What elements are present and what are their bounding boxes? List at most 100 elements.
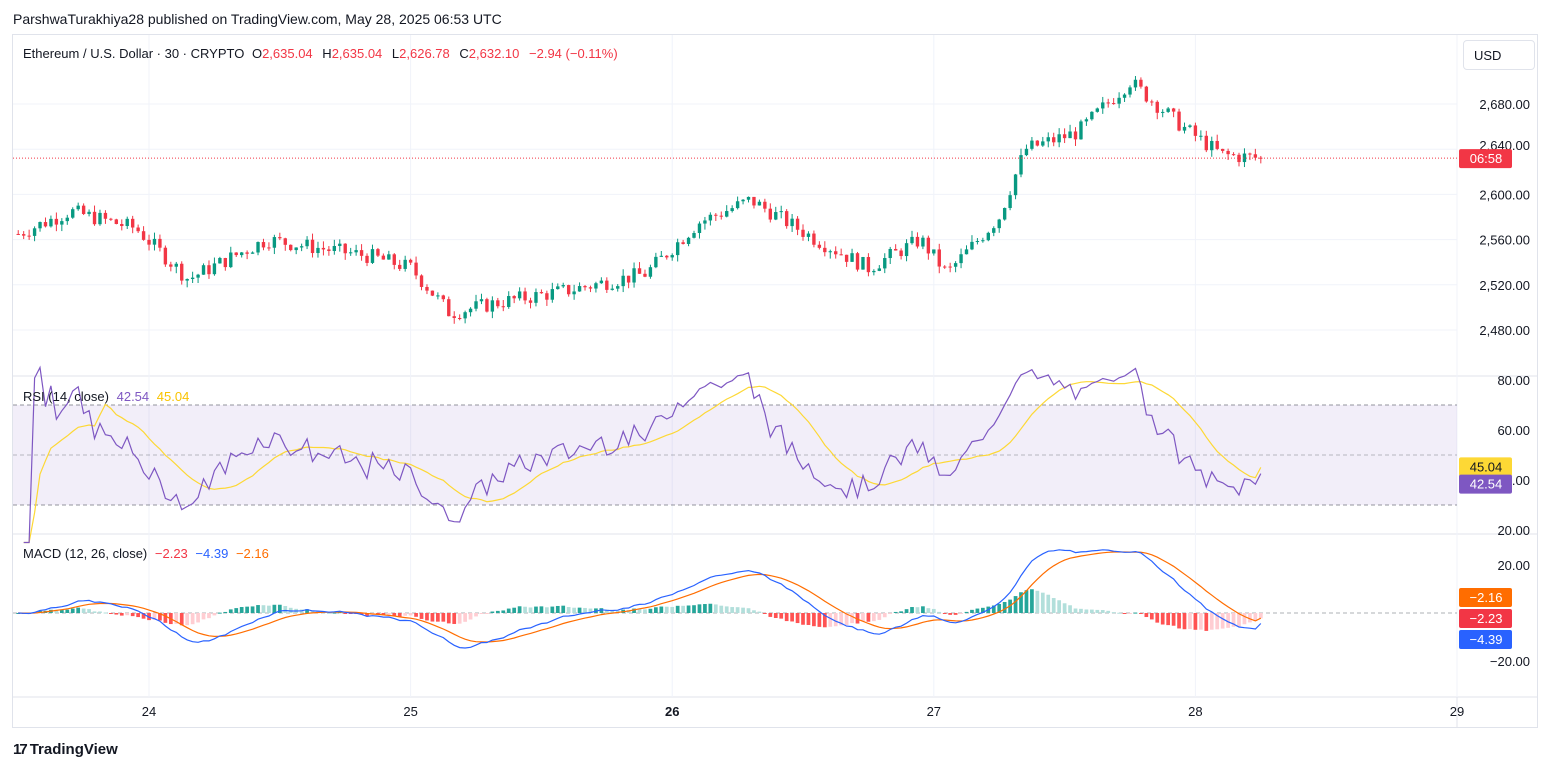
x-tick-label: 28 bbox=[1188, 704, 1202, 719]
candle-body bbox=[343, 243, 347, 254]
candle-body bbox=[1237, 154, 1241, 163]
macd-signal-value: −2.16 bbox=[235, 546, 269, 561]
macd-histogram-bar bbox=[942, 613, 947, 614]
candle-body bbox=[158, 238, 162, 248]
tradingview-logo-text: TradingView bbox=[29, 741, 118, 758]
macd-histogram-bar bbox=[828, 613, 833, 627]
macd-histogram-bar bbox=[425, 613, 429, 621]
macd-histogram-bar bbox=[545, 607, 549, 613]
macd-histogram-bar bbox=[174, 613, 179, 624]
candle-body bbox=[1242, 153, 1247, 163]
candle-body bbox=[267, 247, 271, 249]
macd-histogram-bar bbox=[724, 606, 729, 613]
macd-histogram-bar bbox=[239, 607, 244, 613]
candle-body bbox=[485, 299, 489, 312]
macd-histogram-bar bbox=[212, 613, 217, 616]
macd-histogram-bar bbox=[136, 613, 140, 618]
candle-body bbox=[185, 279, 189, 281]
macd-histogram-bar bbox=[1035, 590, 1040, 613]
candle-body bbox=[1008, 195, 1012, 208]
macd-legend[interactable]: MACD (12, 26, close) −2.23 −4.39 −2.16 bbox=[23, 546, 273, 561]
macd-histogram-bar bbox=[468, 613, 473, 620]
macd-signal-axis-label-badge bbox=[1459, 588, 1512, 607]
macd-histogram-bar bbox=[850, 613, 854, 624]
candle-body bbox=[915, 236, 920, 247]
candle-body bbox=[1193, 125, 1198, 136]
candle-body bbox=[910, 236, 914, 244]
high-label: H2,635.04 bbox=[322, 46, 383, 61]
candle-body bbox=[338, 243, 342, 247]
macd-histogram-bar bbox=[1030, 589, 1034, 613]
macd-histogram-bar bbox=[735, 607, 740, 613]
macd-histogram-bar bbox=[267, 605, 271, 613]
rsi-legend[interactable]: RSI (14, close) 42.54 45.04 bbox=[23, 389, 193, 404]
rsi-ma-axis-label: 45.04 bbox=[1470, 459, 1503, 474]
candle-body bbox=[114, 219, 119, 225]
candle-body bbox=[468, 308, 473, 313]
macd-histogram-bar bbox=[457, 613, 462, 624]
candle-body bbox=[752, 196, 756, 206]
macd-histogram-bar bbox=[179, 613, 184, 626]
macd-histogram-bar bbox=[610, 610, 615, 613]
candle-body bbox=[654, 256, 658, 268]
publish-header: ParshwaTurakhiya28 published on TradingV… bbox=[13, 11, 502, 27]
candle-body bbox=[665, 255, 669, 258]
macd-histogram-bar bbox=[648, 608, 653, 613]
candle-body bbox=[528, 300, 533, 303]
macd-histogram-bar bbox=[272, 604, 277, 613]
rsi-tick-label: 60.00 bbox=[1497, 423, 1530, 438]
axes: 24 25 26 27 28 29 2,480.00 2,520.00 2,560.00 2,60… bbox=[142, 97, 1530, 719]
macd-histogram-bar bbox=[1171, 613, 1176, 626]
macd-histogram-bar bbox=[904, 609, 909, 613]
candle-body bbox=[1150, 101, 1154, 103]
candle-body bbox=[38, 222, 42, 229]
symbol-legend[interactable]: Ethereum / U.S. Dollar · 30 · CRYPTO O2,… bbox=[23, 46, 622, 61]
macd-histogram-bar bbox=[997, 604, 1002, 613]
macd-histogram-bar bbox=[877, 613, 882, 620]
price-tick-label: 2,480.00 bbox=[1479, 323, 1530, 338]
candle-body bbox=[441, 295, 446, 300]
rsi-tick-label: 80.00 bbox=[1497, 373, 1530, 388]
macd-histogram-bar bbox=[654, 607, 658, 613]
rsi-line bbox=[23, 365, 1262, 544]
x-tick-label: 27 bbox=[927, 704, 941, 719]
macd-histogram-bar bbox=[196, 613, 200, 623]
candle-body bbox=[866, 257, 871, 273]
macd-histogram-bar bbox=[561, 605, 566, 613]
candle-body bbox=[463, 312, 467, 319]
macd-histogram-bar bbox=[953, 613, 958, 615]
macd-histogram-bar bbox=[441, 613, 446, 622]
macd-signal-axis-label: −2.16 bbox=[1470, 590, 1503, 605]
macd-histogram-bar bbox=[872, 613, 876, 622]
candle-body bbox=[534, 292, 538, 303]
candle-body bbox=[174, 263, 178, 267]
candle-body bbox=[201, 265, 206, 275]
candle-body bbox=[49, 218, 53, 227]
candle-body bbox=[616, 286, 620, 289]
macd-tick-label: 20.00 bbox=[1497, 558, 1530, 573]
rsi-label: RSI (14, close) bbox=[23, 389, 109, 404]
candle-body bbox=[250, 252, 255, 254]
candle-body bbox=[1199, 135, 1203, 137]
candle-body bbox=[196, 274, 200, 278]
open-label: O2,635.04 bbox=[251, 46, 313, 61]
currency-button[interactable]: USD bbox=[1463, 40, 1535, 70]
candle-body bbox=[229, 252, 233, 268]
macd-histogram-bar bbox=[1040, 592, 1045, 613]
macd-histogram-bar bbox=[664, 606, 669, 613]
macd-histogram-bar bbox=[1073, 608, 1078, 613]
candle-body bbox=[1052, 137, 1056, 143]
macd-histogram-bar bbox=[223, 611, 228, 613]
candle-body bbox=[332, 246, 337, 251]
candle-body bbox=[430, 290, 435, 296]
macd-histogram-bar bbox=[550, 606, 555, 613]
macd-hist-axis-label: −2.23 bbox=[1470, 611, 1503, 626]
candle-body bbox=[21, 234, 26, 236]
candle-body bbox=[588, 287, 593, 289]
macd-histogram-bar bbox=[539, 606, 544, 613]
candle-body bbox=[757, 201, 762, 206]
candle-body bbox=[239, 252, 244, 256]
macd-histogram-bar bbox=[1133, 612, 1138, 614]
candle-body bbox=[779, 211, 783, 213]
